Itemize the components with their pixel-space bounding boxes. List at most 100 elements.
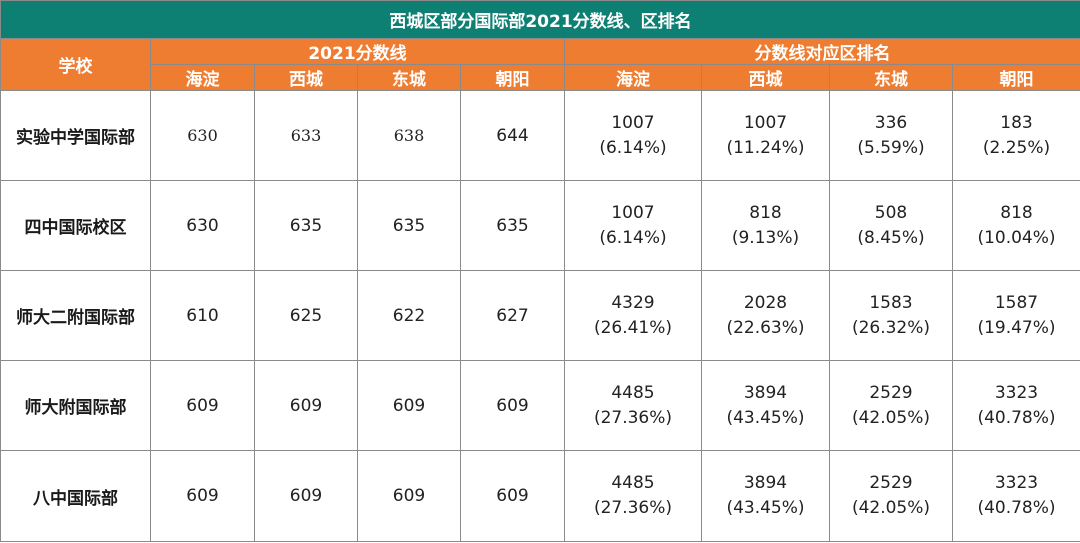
score-cell: 609 bbox=[150, 360, 255, 451]
rank-cell: 2028 (22.63%) bbox=[701, 270, 830, 361]
rank-district-header: 东城 bbox=[829, 64, 953, 91]
rank-cell: 1587 (19.47%) bbox=[952, 270, 1080, 361]
rank-count: 4329 bbox=[611, 292, 655, 313]
rank-cell: 3323 (40.78%) bbox=[952, 450, 1080, 542]
score-cell: 635 bbox=[357, 180, 461, 271]
rank-count: 818 bbox=[749, 202, 782, 223]
rank-count: 1007 bbox=[611, 112, 655, 133]
rank-percent: (40.78%) bbox=[977, 407, 1056, 428]
rank-count: 508 bbox=[874, 202, 908, 223]
rank-count: 1007 bbox=[743, 112, 788, 133]
school-column-header: 学校 bbox=[0, 38, 151, 91]
rank-percent: (19.47%) bbox=[977, 317, 1056, 338]
rank-percent: (5.59%) bbox=[857, 137, 925, 158]
score-cell: 609 bbox=[254, 450, 358, 542]
rank-cell: 1007 (6.14%) bbox=[564, 90, 702, 181]
rank-percent: (8.45%) bbox=[857, 227, 925, 248]
rank-cell: 2529 (42.05%) bbox=[829, 360, 953, 451]
rank-count: 2529 bbox=[869, 473, 913, 493]
score-cell: 627 bbox=[460, 270, 565, 361]
school-name: 师大二附国际部 bbox=[0, 270, 151, 361]
rank-cell: 1007 (6.14%) bbox=[564, 180, 702, 271]
score-cell: 635 bbox=[460, 180, 565, 271]
score-cell: 644 bbox=[460, 90, 565, 181]
rank-cell: 183 (2.25%) bbox=[952, 90, 1080, 181]
rank-group-header: 分数线对应区排名 bbox=[564, 38, 1080, 65]
rank-cell: 2529 (42.05%) bbox=[829, 450, 953, 542]
table-row: 实验中学国际部 630 633 638 644 1007 (6.14%) 1007… bbox=[0, 90, 1080, 181]
table-row: 师大附国际部 609 609 609 609 4485 (27.36%) 3894… bbox=[0, 360, 1080, 451]
rank-district-header: 朝阳 bbox=[952, 64, 1080, 91]
score-district-header: 朝阳 bbox=[460, 64, 565, 91]
rank-cell: 1583 (26.32%) bbox=[829, 270, 953, 361]
rank-percent: (9.13%) bbox=[731, 227, 800, 248]
rank-cell: 3894 (43.45%) bbox=[701, 360, 830, 451]
rank-cell: 4485 (27.36%) bbox=[564, 450, 702, 542]
rank-percent: (2.25%) bbox=[982, 137, 1051, 158]
score-cell: 622 bbox=[357, 270, 461, 361]
rank-percent: (26.41%) bbox=[593, 317, 673, 338]
score-cell: 609 bbox=[460, 450, 565, 542]
table-row: 八中国际部 609 609 609 609 4485 (27.36%) 3894 (… bbox=[0, 450, 1080, 542]
score-cell: 609 bbox=[357, 360, 461, 451]
rank-count: 1583 bbox=[869, 292, 913, 313]
score-cell: 630 bbox=[150, 180, 255, 271]
rank-count: 1007 bbox=[611, 202, 655, 223]
rank-percent: (42.05%) bbox=[851, 498, 931, 518]
rank-count: 183 bbox=[1000, 112, 1033, 133]
score-group-header: 2021分数线 bbox=[150, 38, 565, 65]
score-cell: 609 bbox=[357, 450, 461, 542]
rank-count: 4485 bbox=[611, 382, 655, 403]
score-cell: 638 bbox=[357, 90, 461, 181]
score-cell: 609 bbox=[254, 360, 358, 451]
rank-count: 2529 bbox=[869, 382, 913, 403]
rank-cell: 4485 (27.36%) bbox=[564, 360, 702, 451]
rank-cell: 3894 (43.45%) bbox=[701, 450, 830, 542]
rank-count: 1587 bbox=[994, 292, 1039, 313]
rank-percent: (42.05%) bbox=[851, 407, 931, 428]
rank-count: 3323 bbox=[994, 382, 1039, 403]
table-row: 四中国际校区 630 635 635 635 1007 (6.14%) 818 (9… bbox=[0, 180, 1080, 271]
rank-cell: 4329 (26.41%) bbox=[564, 270, 702, 361]
score-district-header: 海淀 bbox=[150, 64, 255, 91]
rank-percent: (27.36%) bbox=[593, 498, 673, 518]
rank-cell: 818 (9.13%) bbox=[701, 180, 830, 271]
score-cell: 609 bbox=[460, 360, 565, 451]
score-district-header: 东城 bbox=[357, 64, 461, 91]
rank-percent: (43.45%) bbox=[726, 407, 805, 428]
score-district-header: 西城 bbox=[254, 64, 358, 91]
rank-count: 2028 bbox=[743, 292, 788, 313]
score-cell: 633 bbox=[254, 90, 358, 181]
rank-count: 818 bbox=[1000, 202, 1033, 223]
score-cell: 625 bbox=[254, 270, 358, 361]
rank-cell: 3323 (40.78%) bbox=[952, 360, 1080, 451]
table-title: 西城区部分国际部2021分数线、区排名 bbox=[0, 0, 1080, 39]
rank-percent: (11.24%) bbox=[726, 137, 805, 158]
school-name: 四中国际校区 bbox=[0, 180, 151, 271]
rank-percent: (26.32%) bbox=[851, 317, 931, 338]
rank-count: 3894 bbox=[743, 473, 788, 493]
rank-percent: (10.04%) bbox=[977, 227, 1056, 248]
rank-district-header: 西城 bbox=[701, 64, 830, 91]
rank-cell: 508 (8.45%) bbox=[829, 180, 953, 271]
rank-percent: (22.63%) bbox=[726, 317, 805, 338]
rank-percent: (6.14%) bbox=[599, 137, 667, 158]
score-cell: 635 bbox=[254, 180, 358, 271]
school-name: 师大附国际部 bbox=[0, 360, 151, 451]
rank-cell: 336 (5.59%) bbox=[829, 90, 953, 181]
score-cell: 630 bbox=[150, 90, 255, 181]
rank-district-header: 海淀 bbox=[564, 64, 702, 91]
rank-count: 3894 bbox=[743, 382, 788, 403]
school-name: 八中国际部 bbox=[0, 450, 151, 542]
rank-percent: (43.45%) bbox=[726, 498, 805, 518]
rank-cell: 818 (10.04%) bbox=[952, 180, 1080, 271]
score-cell: 610 bbox=[150, 270, 255, 361]
rank-count: 336 bbox=[874, 112, 908, 133]
rank-percent: (27.36%) bbox=[593, 407, 673, 428]
rank-count: 4485 bbox=[611, 473, 655, 493]
table-row: 师大二附国际部 610 625 622 627 4329 (26.41%) 202… bbox=[0, 270, 1080, 361]
score-cell: 609 bbox=[150, 450, 255, 542]
rank-count: 3323 bbox=[994, 473, 1039, 493]
rank-cell: 1007 (11.24%) bbox=[701, 90, 830, 181]
